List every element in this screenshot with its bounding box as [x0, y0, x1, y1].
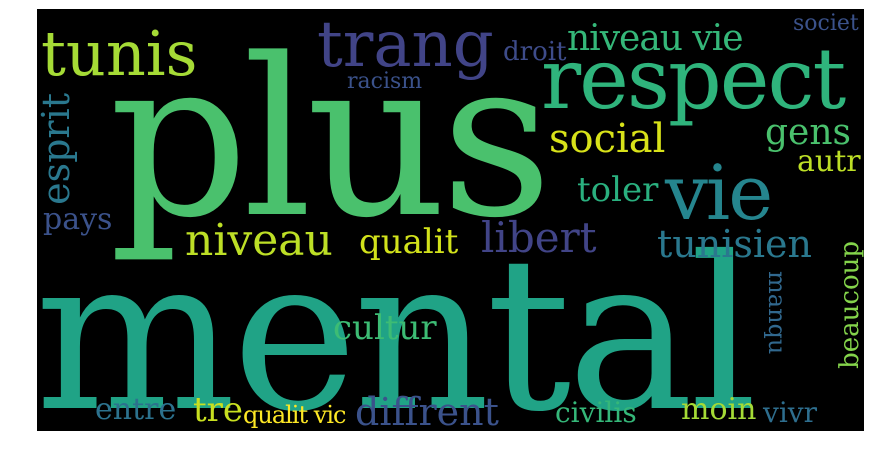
- word-respect: respect: [541, 30, 846, 128]
- word-libert: libert: [481, 213, 597, 262]
- word-moin: moin: [681, 392, 757, 427]
- word-pays: pays: [43, 202, 113, 237]
- word-cultur: cultur: [333, 308, 437, 348]
- word-entre: entre: [95, 392, 177, 427]
- word-cloud-canvas: mental plus respect trang tunis vie nive…: [37, 9, 864, 431]
- word-tre: tre: [193, 390, 244, 430]
- word-racism: racism: [347, 69, 423, 94]
- word-tunisien: tunisien: [657, 222, 812, 266]
- word-niveau: niveau: [185, 215, 333, 266]
- word-beaucoup: beaucoup: [835, 241, 864, 369]
- word-niveau-vie: niveau vie: [567, 18, 744, 59]
- word-esprit: esprit: [37, 93, 78, 205]
- word-diffrent: diffrent: [355, 390, 499, 431]
- word-vivr: vivr: [763, 396, 817, 429]
- word-social: social: [549, 116, 666, 162]
- word-societ: societ: [793, 11, 859, 36]
- word-droit: droit: [503, 37, 567, 67]
- word-plus: plus: [109, 13, 553, 266]
- word-mental: mental: [37, 211, 757, 432]
- word-qualit-vic: qualit vic: [243, 401, 346, 429]
- word-autr: autr: [797, 144, 861, 179]
- word-tunis: tunis: [41, 17, 198, 90]
- word-gens: gens: [765, 112, 852, 153]
- word-toler: toler: [577, 170, 659, 210]
- word-vie: vie: [665, 148, 773, 237]
- word-trang: trang: [317, 9, 494, 82]
- word-manqu: manqu: [763, 271, 791, 355]
- word-qualit: qualit: [359, 222, 459, 262]
- word-civilis: civilis: [555, 396, 637, 429]
